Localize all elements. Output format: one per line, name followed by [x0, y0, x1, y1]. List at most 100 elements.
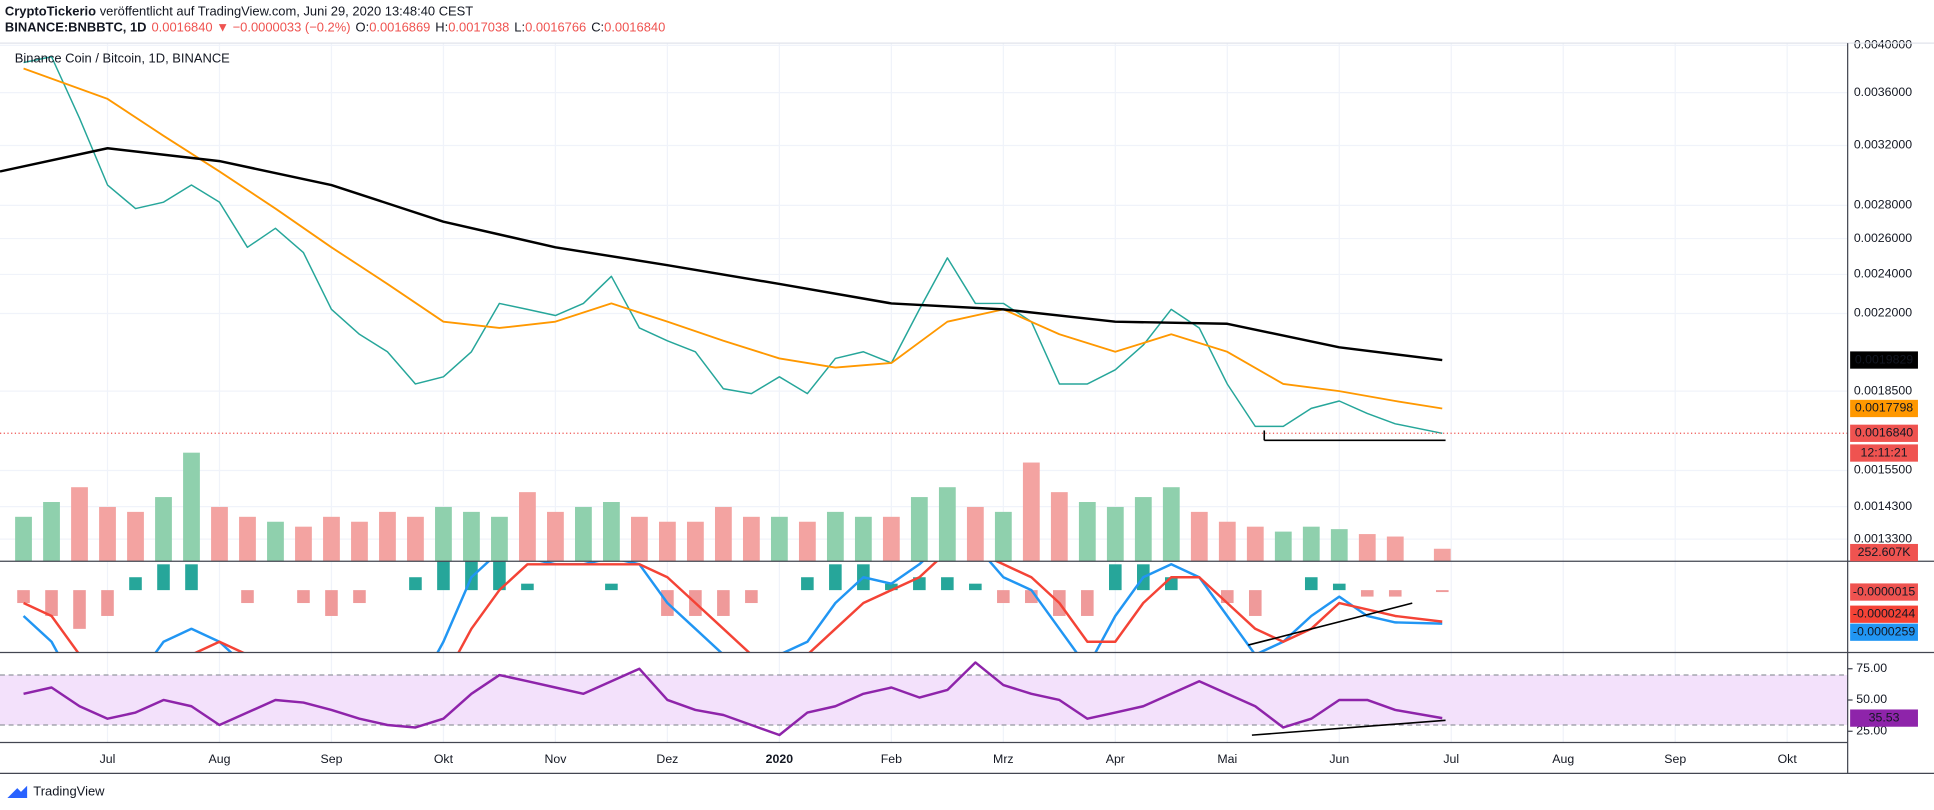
histogram-bar [717, 590, 730, 616]
macd-tag-box [1850, 623, 1918, 641]
histogram-bar [1248, 590, 1262, 616]
histogram-bar [941, 577, 954, 591]
ohlc-key: L: [514, 20, 525, 35]
volume-bar [1134, 497, 1152, 562]
histogram-bar [605, 583, 618, 591]
histogram-bar [521, 583, 534, 591]
volume-bar [1106, 506, 1124, 562]
y-tick-label: 0.0036000 [1854, 85, 1912, 99]
x-tick-label: 2020 [766, 752, 794, 766]
histogram-bar [437, 561, 450, 591]
macd-line [22, 561, 1443, 653]
macd-tag: -0.0000244 [1853, 606, 1916, 620]
ohlc-value: 0.0016840 [604, 20, 665, 35]
plots [0, 56, 1848, 737]
histogram-bar [745, 590, 758, 604]
rsi-trend-line [1251, 719, 1446, 736]
histogram-bar [353, 590, 366, 604]
price-tags: 0.0016840 0.0017798 0.0019829 12:11:21 252.6… [1850, 351, 1918, 727]
volume-bar [658, 521, 676, 562]
volume-bar [351, 521, 368, 562]
logo-icon [7, 785, 28, 799]
volume-bar [910, 497, 928, 562]
volume-bar [686, 521, 704, 562]
volume-bar [211, 506, 228, 562]
ohlc-key: H: [435, 20, 448, 35]
volume-bar [631, 516, 648, 562]
volume-bar [1386, 536, 1404, 562]
volume-bar [267, 521, 284, 562]
x-tick-label: Dez [656, 752, 678, 766]
countdown-tag: 12:11:21 [1861, 445, 1908, 459]
macd-trend-line [1248, 602, 1413, 646]
histogram-bar [73, 590, 86, 629]
grid: Jul Aug Sep Okt Nov Dez 2020 Feb Mrz Apr Mai Jun Jul… [0, 38, 1912, 766]
x-tick-label: Feb [881, 752, 902, 766]
histogram-bar [1165, 577, 1178, 591]
histogram-bar [493, 561, 506, 591]
histogram-bar [885, 583, 898, 591]
volume-bar [1190, 511, 1208, 562]
pane-title: Binance Coin / Bitcoin, 1D, BINANCE [15, 51, 230, 66]
volume-tag: 252.607K [1858, 545, 1912, 559]
histogram-bar [45, 590, 58, 616]
logo: TradingView [7, 783, 105, 798]
y-tick-label: 50.00 [1856, 692, 1887, 706]
volume-bar [1078, 502, 1096, 562]
macd-tag: -0.0000259 [1853, 624, 1916, 638]
ohlc-key: C: [591, 20, 604, 35]
price-line [23, 56, 1443, 435]
brand[interactable]: TradingView [33, 783, 105, 798]
histogram-bar [801, 577, 814, 591]
rsi-tag: 35.53 [1869, 710, 1900, 724]
y-tick-label: 0.0022000 [1854, 306, 1912, 320]
x-tick-label: Jul [1443, 752, 1459, 766]
y-tick-label: 0.0018500 [1854, 383, 1912, 397]
histogram-tag-box [1850, 583, 1918, 601]
volume-bar [183, 452, 200, 562]
volume-bar [994, 511, 1012, 562]
histogram-bar [297, 590, 310, 604]
volume-bar [1274, 531, 1292, 562]
y-tick-label: 0.0040000 [1854, 38, 1912, 52]
y-tick-label: 0.0032000 [1854, 138, 1912, 152]
drawings [1248, 430, 1446, 736]
volume-bar [770, 516, 788, 562]
volume-bar [826, 511, 844, 562]
x-tick-label: Aug [1552, 752, 1574, 766]
last-value-tag: 0.0019829 [1855, 352, 1913, 366]
histogram-bar [17, 590, 30, 604]
macd-tag-box [1850, 605, 1918, 623]
symbol: BINANCE:BNBBTC, 1D [5, 20, 147, 35]
histogram-bar [1220, 590, 1234, 604]
volume-bar [1433, 548, 1451, 562]
rsi-tag-box [1850, 709, 1918, 727]
volume-bar [155, 497, 172, 562]
histogram-bar [325, 590, 338, 616]
ohlc-key: O: [356, 20, 370, 35]
histogram-bar [1109, 564, 1122, 591]
countdown-tag-box [1850, 444, 1918, 462]
histogram-bar [185, 564, 198, 591]
y-tick-label: 0.0024000 [1854, 267, 1912, 281]
volume-bar [491, 516, 508, 562]
volume-bar [323, 516, 340, 562]
x-tick-label: Sep [320, 752, 342, 766]
histogram-bar [829, 564, 842, 591]
volume-bar [966, 506, 984, 562]
rsi-band [0, 674, 1848, 726]
volume-bar [547, 511, 564, 562]
rsi-line [23, 661, 1443, 737]
published: veröffentlicht auf TradingView.com, Juni… [100, 4, 474, 19]
volume-bar [1162, 487, 1180, 562]
last-value-tag-box [1850, 351, 1918, 369]
histogram-bar [129, 577, 142, 591]
last-value-tag-box [1850, 424, 1918, 442]
histogram-bar [1435, 590, 1449, 593]
volume-bar [407, 516, 424, 562]
histogram-bar [997, 590, 1010, 604]
x-tick-label: Aug [209, 752, 231, 766]
volume-bar [575, 506, 592, 562]
x-tick-label: Nov [544, 752, 567, 766]
